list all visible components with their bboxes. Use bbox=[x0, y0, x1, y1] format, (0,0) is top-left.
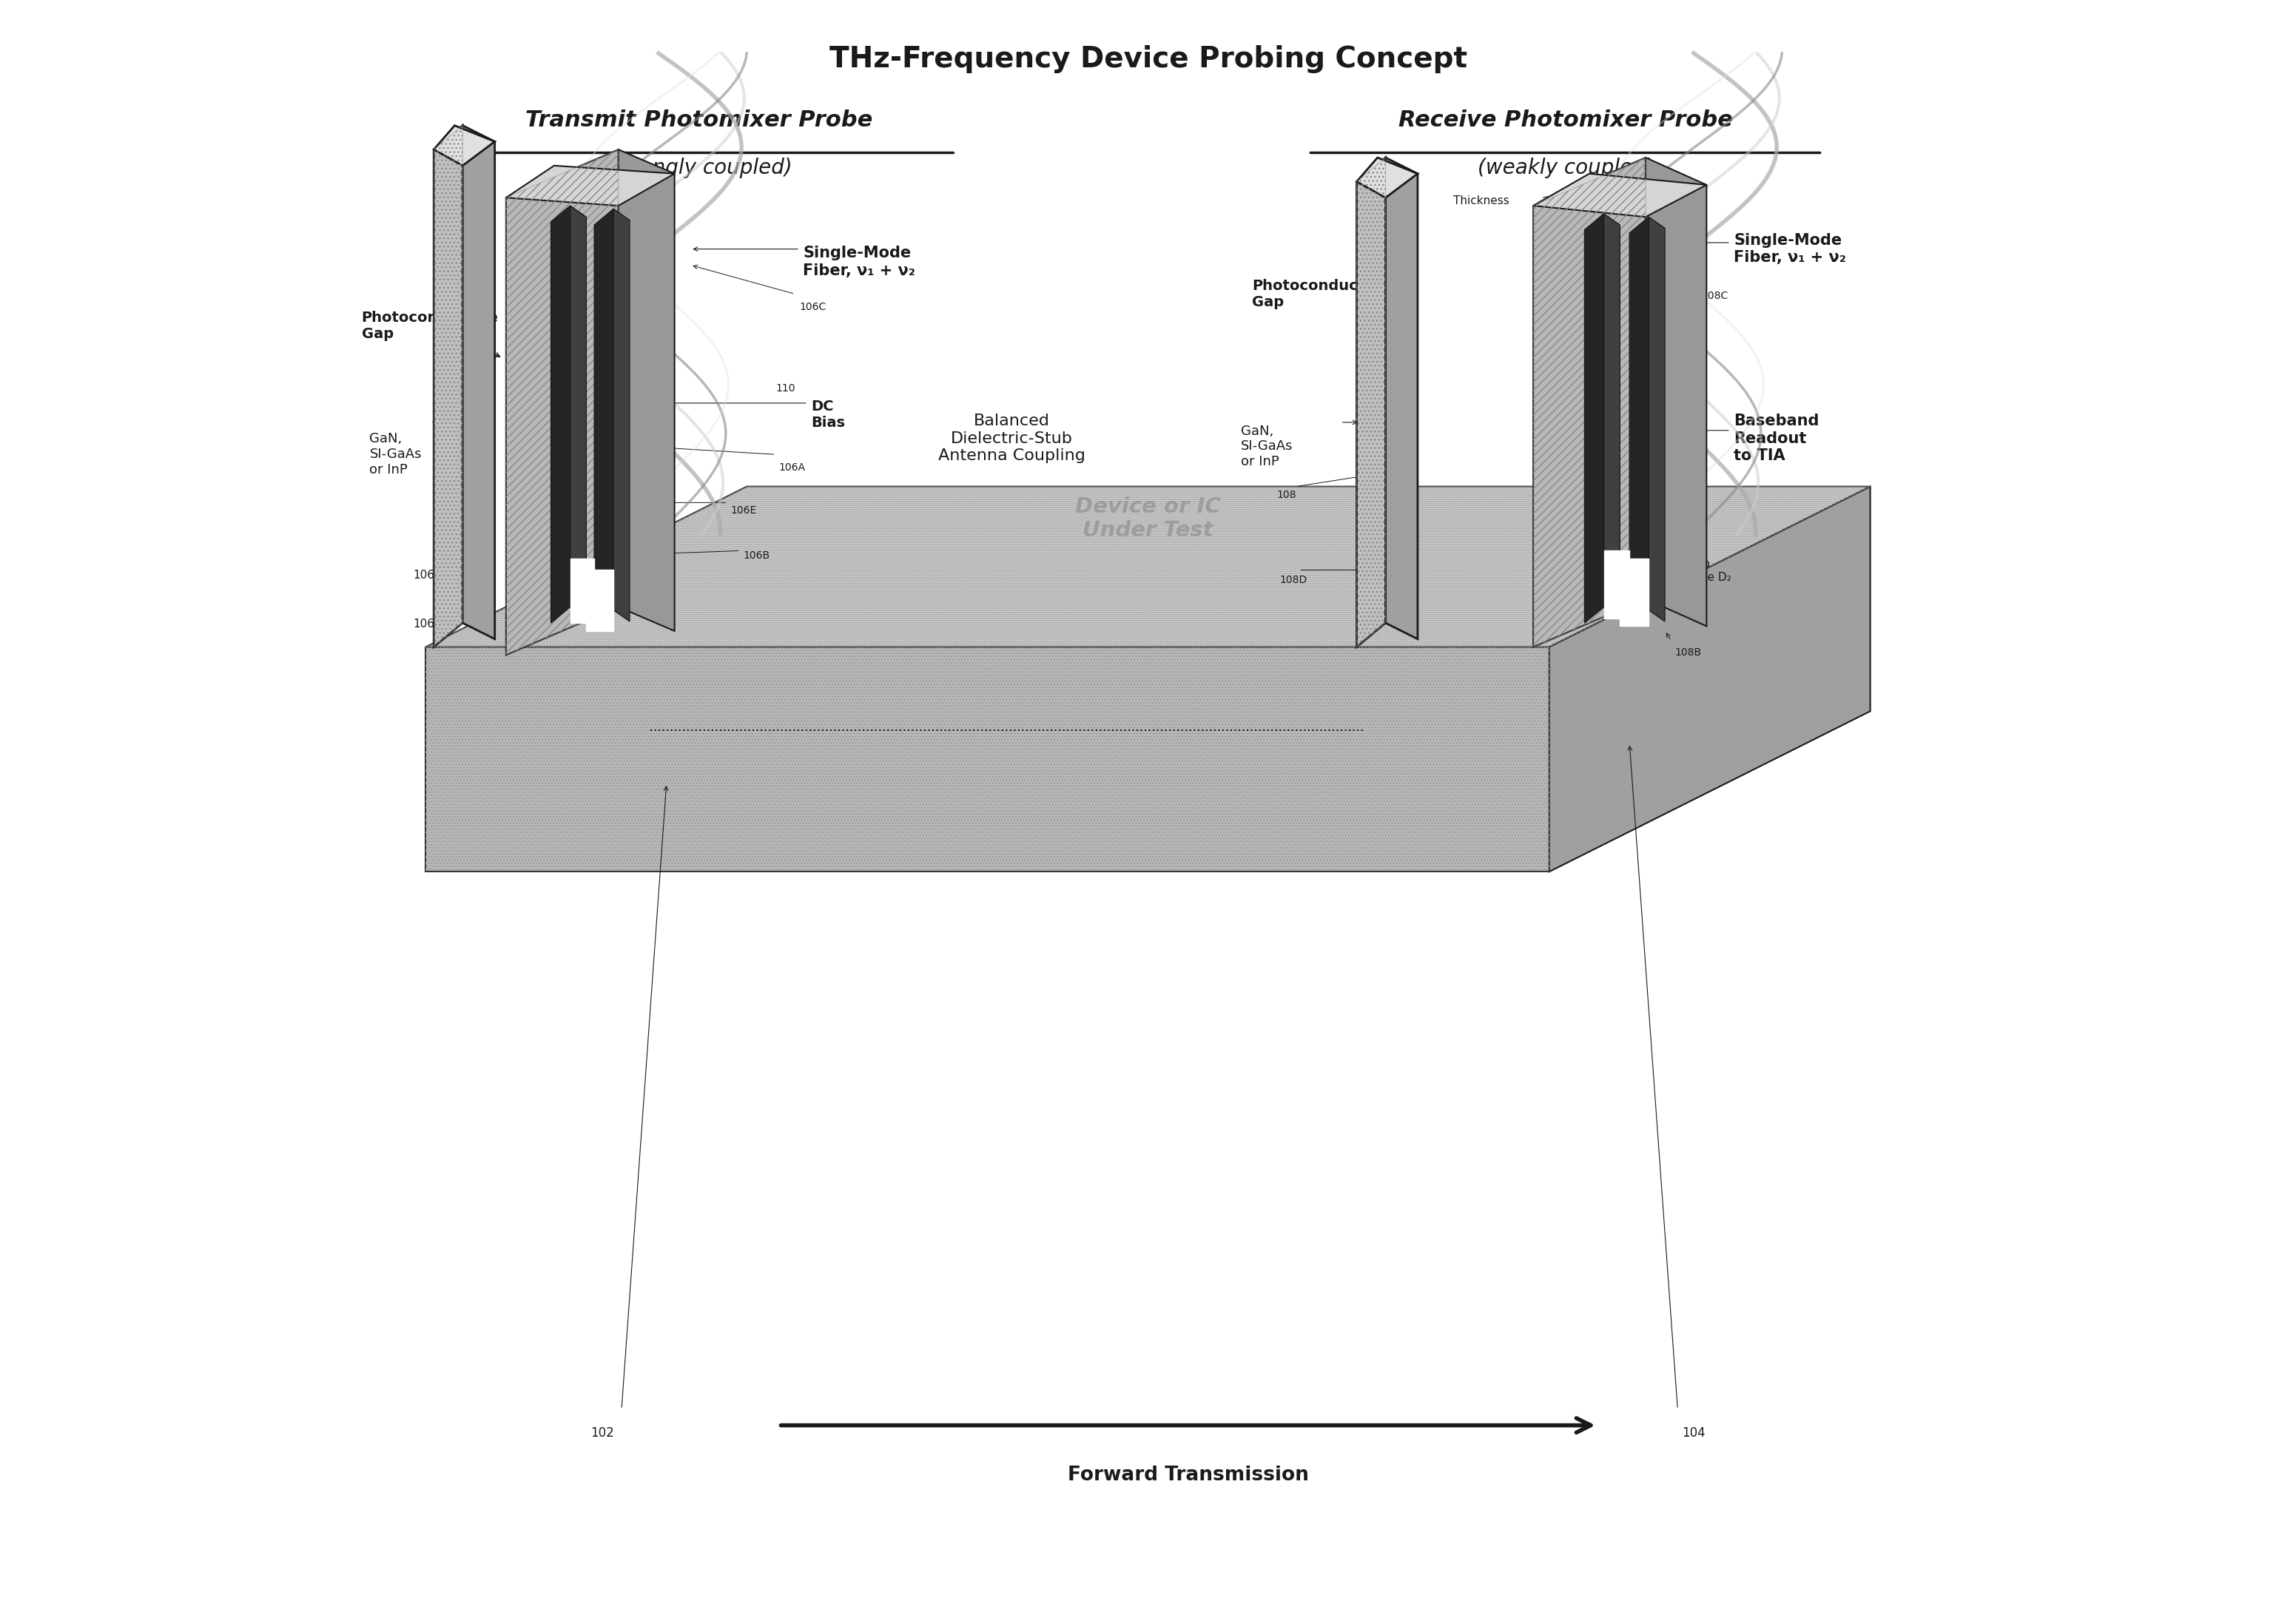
Text: 112: 112 bbox=[1665, 451, 1685, 462]
Text: 108E: 108E bbox=[1630, 530, 1655, 539]
Polygon shape bbox=[595, 208, 613, 627]
Polygon shape bbox=[618, 150, 675, 631]
Polygon shape bbox=[425, 648, 1550, 872]
Text: 108B: 108B bbox=[1674, 648, 1701, 657]
Polygon shape bbox=[1649, 216, 1665, 622]
Polygon shape bbox=[569, 205, 585, 619]
Polygon shape bbox=[464, 126, 494, 640]
Polygon shape bbox=[1534, 174, 1706, 216]
Text: 110: 110 bbox=[776, 383, 794, 394]
Polygon shape bbox=[434, 126, 494, 166]
Text: 106A: 106A bbox=[778, 462, 806, 473]
Text: DC
Bias: DC Bias bbox=[810, 399, 845, 430]
Polygon shape bbox=[1357, 158, 1417, 197]
Text: Baseband
Readout
to TIA: Baseband Readout to TIA bbox=[1733, 413, 1818, 464]
Text: 106C: 106C bbox=[799, 302, 827, 312]
Polygon shape bbox=[1630, 216, 1649, 627]
Text: (weakly coupled): (weakly coupled) bbox=[1476, 158, 1653, 178]
Text: (strongly coupled): (strongly coupled) bbox=[604, 158, 792, 178]
Polygon shape bbox=[613, 208, 629, 622]
Text: Gap
distance D₂: Gap distance D₂ bbox=[1667, 559, 1731, 583]
Text: GaN,
SI-GaAs
or InP: GaN, SI-GaAs or InP bbox=[370, 433, 422, 476]
Text: 108: 108 bbox=[1277, 489, 1295, 499]
Text: 108C: 108C bbox=[1701, 291, 1729, 300]
Text: Single-Mode
Fiber, ν₁ + ν₂: Single-Mode Fiber, ν₁ + ν₂ bbox=[1733, 233, 1846, 265]
Text: Transmit Photomixer Probe: Transmit Photomixer Probe bbox=[526, 110, 872, 131]
Text: 106: 106 bbox=[413, 619, 434, 630]
Text: THz-Frequency Device Probing Concept: THz-Frequency Device Probing Concept bbox=[829, 45, 1467, 73]
Text: Receive Photomixer Probe: Receive Photomixer Probe bbox=[1398, 110, 1733, 131]
Text: 106B: 106B bbox=[744, 551, 769, 560]
Text: 108A: 108A bbox=[1681, 470, 1708, 481]
Text: Balanced
Dielectric-Stub
Antenna Coupling: Balanced Dielectric-Stub Antenna Couplin… bbox=[939, 413, 1086, 464]
Polygon shape bbox=[1550, 486, 1871, 872]
Polygon shape bbox=[425, 486, 1871, 648]
Text: Forward Transmission: Forward Transmission bbox=[1068, 1465, 1309, 1484]
Text: Single-Mode
Fiber, ν₁ + ν₂: Single-Mode Fiber, ν₁ + ν₂ bbox=[804, 245, 916, 278]
Polygon shape bbox=[1605, 213, 1621, 619]
Polygon shape bbox=[1534, 158, 1646, 648]
Polygon shape bbox=[1357, 158, 1384, 648]
Text: Photoconductive
Gap: Photoconductive Gap bbox=[360, 312, 498, 341]
Text: 104: 104 bbox=[1683, 1426, 1706, 1441]
Polygon shape bbox=[1384, 158, 1417, 640]
Text: 106E: 106E bbox=[730, 505, 758, 515]
Text: Thickness: Thickness bbox=[1453, 195, 1508, 207]
Text: Gap
distance
D₁: Gap distance D₁ bbox=[606, 567, 654, 604]
Text: GaN,
SI-GaAs
or InP: GaN, SI-GaAs or InP bbox=[1242, 425, 1293, 468]
Text: 108D: 108D bbox=[1279, 575, 1306, 585]
Text: 102: 102 bbox=[590, 1426, 613, 1441]
Polygon shape bbox=[434, 126, 464, 648]
Polygon shape bbox=[551, 205, 569, 623]
Text: 106D: 106D bbox=[413, 570, 443, 581]
Polygon shape bbox=[1584, 213, 1605, 623]
Polygon shape bbox=[505, 150, 618, 656]
Text: Thickness: Thickness bbox=[526, 200, 581, 212]
Polygon shape bbox=[1646, 158, 1706, 627]
Text: Device or IC
Under Test: Device or IC Under Test bbox=[1075, 496, 1221, 541]
Text: Photoconductive
Gap: Photoconductive Gap bbox=[1251, 279, 1389, 308]
Polygon shape bbox=[505, 166, 675, 205]
